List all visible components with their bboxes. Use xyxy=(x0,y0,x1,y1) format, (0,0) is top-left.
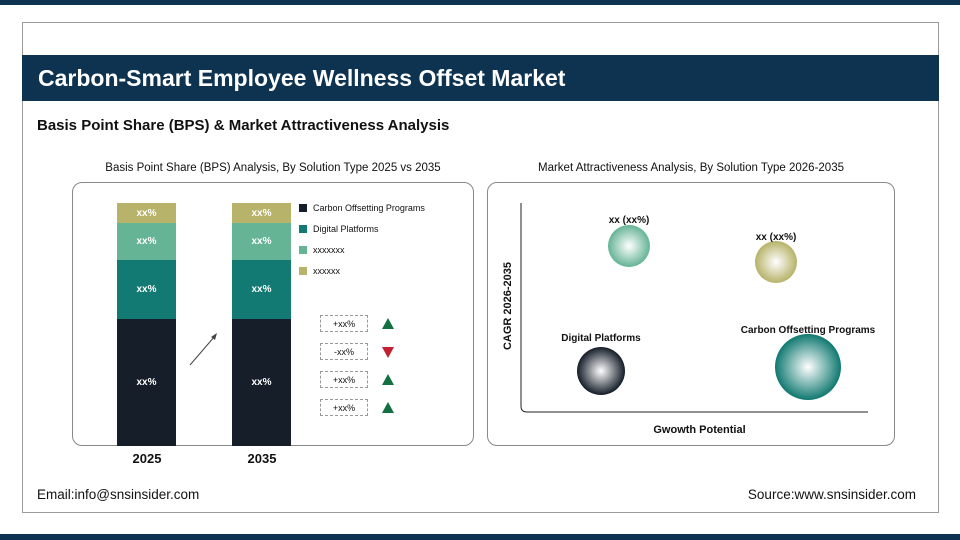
bar-segment: xx% xyxy=(232,223,291,260)
legend-swatch xyxy=(299,246,307,254)
tick-label-2025: 2025 xyxy=(132,451,162,466)
x-axis-label: Gwowth Potential xyxy=(653,424,746,436)
legend-swatch xyxy=(299,267,307,275)
y-axis-label: CAGR 2026-2035 xyxy=(502,261,514,351)
bubble-label: xx (xx%) xyxy=(755,232,797,243)
subtitle: Basis Point Share (BPS) & Market Attract… xyxy=(37,117,450,134)
bubble-label: Carbon Offsetting Programs xyxy=(740,325,876,336)
bubble xyxy=(577,347,625,395)
bubble-label: Digital Platforms xyxy=(561,333,641,344)
legend-swatch xyxy=(299,204,307,212)
tick-label-2035: 2035 xyxy=(247,451,277,466)
legend-label: Carbon Offsetting Programs xyxy=(313,203,425,213)
bubble xyxy=(608,225,650,267)
up-arrow-icon xyxy=(382,318,394,329)
top-stripe xyxy=(0,0,960,5)
down-arrow-icon xyxy=(382,347,394,358)
bubble-label: xx (xx%) xyxy=(608,215,650,226)
bar-segment: xx% xyxy=(117,260,176,319)
change-badge: +xx% xyxy=(320,399,368,416)
bps-chart-title: Basis Point Share (BPS) Analysis, By Sol… xyxy=(105,162,441,174)
card-frame xyxy=(22,22,939,513)
change-badge: +xx% xyxy=(320,315,368,332)
legend-label: xxxxxx xyxy=(313,266,340,276)
bubble xyxy=(775,334,841,400)
footer-source: Source:www.snsinsider.com xyxy=(747,487,916,502)
trend-arrow-icon xyxy=(189,333,217,366)
up-arrow-icon xyxy=(382,374,394,385)
legend-item: xxxxxx xyxy=(299,266,340,276)
legend-item: Carbon Offsetting Programs xyxy=(299,203,425,213)
footer-email: Email:info@snsinsider.com xyxy=(37,487,200,502)
bar-segment: xx% xyxy=(232,260,291,319)
bar-segment: xx% xyxy=(117,319,176,446)
bar-segment: xx% xyxy=(117,223,176,260)
change-badge: +xx% xyxy=(320,371,368,388)
page-title: Carbon-Smart Employee Wellness Offset Ma… xyxy=(22,55,939,101)
bar-segment: xx% xyxy=(117,203,176,223)
change-badge: -xx% xyxy=(320,343,368,360)
legend-label: xxxxxxx xyxy=(313,245,345,255)
attractiveness-chart-title: Market Attractiveness Analysis, By Solut… xyxy=(538,162,844,174)
legend-swatch xyxy=(299,225,307,233)
legend-item: xxxxxxx xyxy=(299,245,345,255)
bar-segment: xx% xyxy=(232,203,291,223)
bubble xyxy=(755,241,797,283)
legend-item: Digital Platforms xyxy=(299,224,379,234)
bottom-stripe xyxy=(0,534,960,540)
attractiveness-panel xyxy=(487,182,895,446)
bar-segment: xx% xyxy=(232,319,291,446)
legend-label: Digital Platforms xyxy=(313,224,379,234)
up-arrow-icon xyxy=(382,402,394,413)
